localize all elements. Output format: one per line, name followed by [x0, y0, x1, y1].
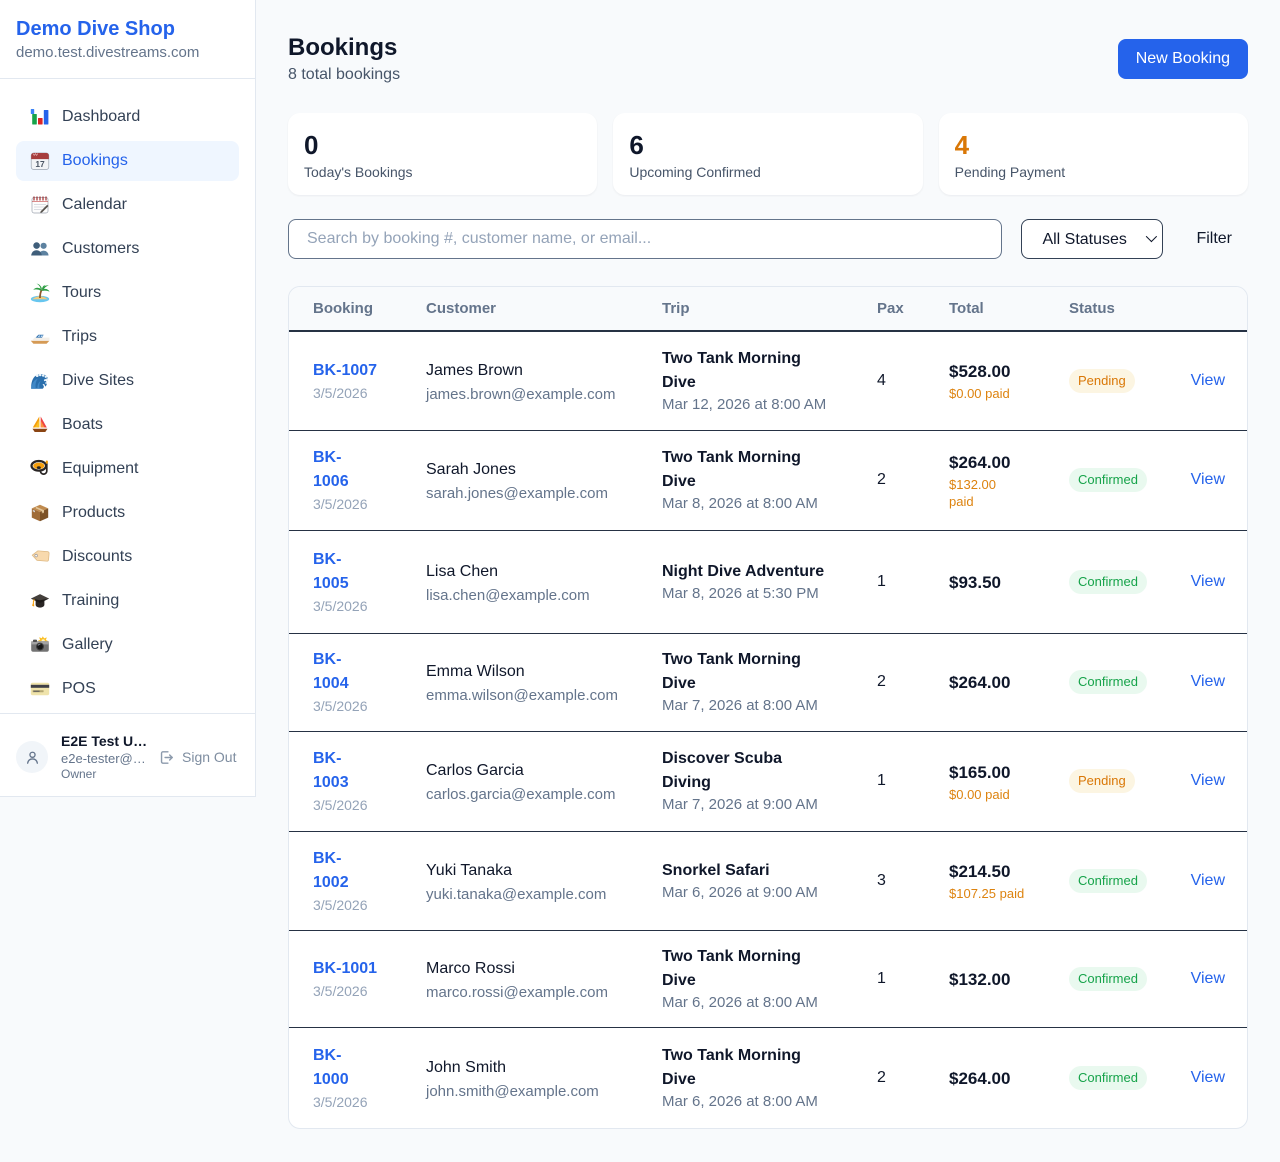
- svg-text:17: 17: [35, 159, 45, 169]
